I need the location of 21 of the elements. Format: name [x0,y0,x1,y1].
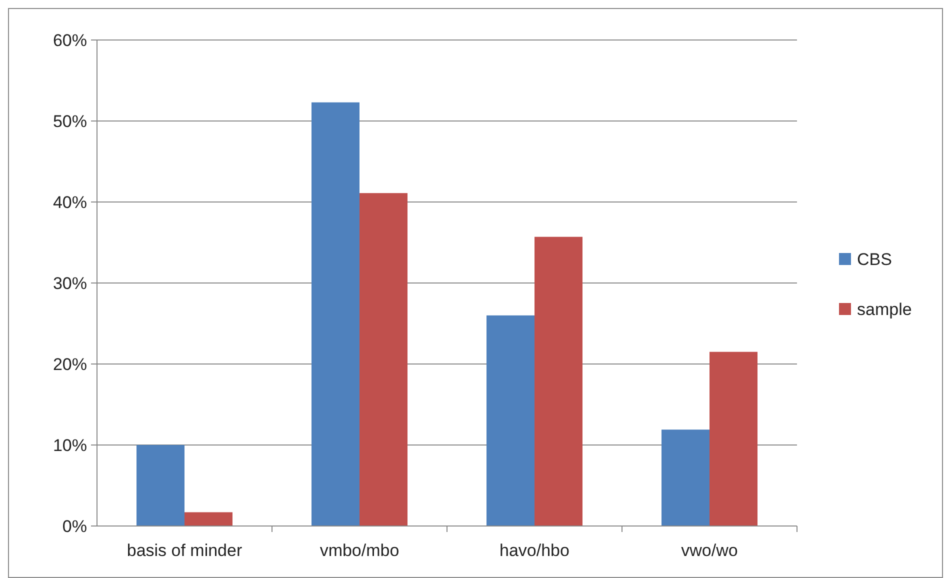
bar [534,236,582,526]
bar [710,352,758,526]
bar [486,315,534,526]
y-tick-label: 30% [52,274,87,293]
legend-label: sample [857,300,912,319]
bar [662,430,710,526]
y-tick-label: 10% [52,436,87,455]
bar [184,512,232,526]
x-tick-label: havo/hbo [500,541,570,560]
x-tick-label: vwo/wo [681,541,738,560]
y-tick-label: 20% [52,354,87,374]
legend-label: CBS [857,250,892,269]
x-tick-label: basis of minder [126,541,242,560]
y-tick-label: 40% [52,192,87,212]
bar [360,193,408,526]
bar [136,445,184,526]
bar [312,102,360,526]
y-tick-label: 60% [52,30,87,50]
y-tick-label: 0% [62,516,87,536]
y-tick-label: 50% [52,112,87,131]
x-tick-label: vmbo/mbo [320,541,400,560]
